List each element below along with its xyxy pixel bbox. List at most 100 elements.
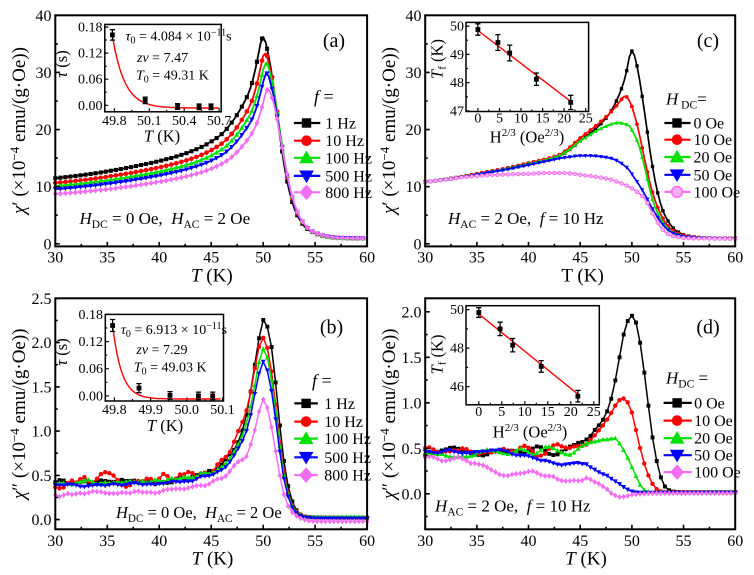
svg-text:500 Hz: 500 Hz: [324, 450, 371, 467]
svg-text:49.8: 49.8: [102, 114, 127, 129]
svg-text:T (K): T (K): [561, 266, 603, 287]
svg-text:zv = 7.47: zv = 7.47: [136, 51, 188, 66]
svg-text:40: 40: [406, 8, 422, 25]
svg-text:30: 30: [406, 65, 422, 82]
svg-text:10 Oe: 10 Oe: [694, 132, 733, 149]
svg-text:0.12: 0.12: [78, 47, 103, 62]
svg-text:60: 60: [727, 533, 743, 550]
svg-text:2.0: 2.0: [402, 304, 422, 321]
svg-text:30: 30: [36, 65, 52, 82]
svg-text:0.18: 0.18: [78, 21, 103, 36]
svg-text:T (K): T (K): [192, 549, 234, 570]
svg-text:50.0: 50.0: [175, 403, 200, 418]
svg-text:1.0: 1.0: [402, 395, 422, 412]
svg-text:55: 55: [307, 250, 323, 267]
svg-text:χ″ (×10−4 emu/(g·Oe)): χ″ (×10−4 emu/(g·Oe)): [7, 328, 30, 501]
svg-text:1 Hz: 1 Hz: [325, 116, 356, 133]
svg-text:20: 20: [36, 122, 52, 139]
svg-text:20 Oe: 20 Oe: [694, 431, 733, 448]
svg-text:f =: f =: [312, 370, 332, 390]
svg-text:45: 45: [203, 250, 219, 267]
svg-text:50.4: 50.4: [172, 114, 197, 129]
svg-text:1.5: 1.5: [402, 350, 422, 367]
svg-text:10: 10: [36, 179, 52, 196]
svg-text:800 Hz: 800 Hz: [324, 468, 371, 485]
svg-text:T (K): T (K): [144, 127, 180, 146]
svg-text:50: 50: [255, 250, 271, 267]
svg-text:15: 15: [536, 112, 550, 127]
svg-text:HDC =: HDC =: [665, 369, 708, 391]
svg-text:48: 48: [450, 342, 464, 357]
svg-text:30: 30: [47, 250, 63, 267]
svg-text:1.0: 1.0: [32, 424, 52, 441]
svg-text:2.0: 2.0: [32, 335, 52, 352]
svg-text:10: 10: [406, 179, 422, 196]
svg-text:35: 35: [99, 533, 115, 550]
svg-text:1.5: 1.5: [32, 379, 52, 396]
svg-text:30: 30: [417, 533, 433, 550]
svg-text:45: 45: [572, 533, 588, 550]
svg-text:T (K): T (K): [565, 549, 607, 570]
svg-text:60: 60: [727, 250, 743, 267]
svg-text:Tf (K): Tf (K): [428, 335, 449, 375]
svg-text:50.1: 50.1: [210, 403, 235, 418]
svg-text:20: 20: [406, 122, 422, 139]
svg-text:45: 45: [572, 250, 588, 267]
svg-text:1 Hz: 1 Hz: [324, 396, 355, 413]
svg-text:HAC = 2 Oe, f = 10 Hz: HAC = 2 Oe, f = 10 Hz: [434, 497, 591, 519]
svg-text:τ0 = 4.084 × 10−11s: τ0 = 4.084 × 10−11s: [126, 28, 232, 47]
svg-text:500 Hz: 500 Hz: [325, 168, 372, 185]
svg-text:0.18: 0.18: [79, 308, 104, 323]
svg-text:50: 50: [450, 303, 464, 318]
svg-text:5: 5: [498, 405, 505, 420]
svg-text:0.06: 0.06: [78, 73, 103, 88]
svg-text:50 Oe: 50 Oe: [694, 167, 733, 184]
svg-text:τ0 = 6.913 × 10−11s: τ0 = 6.913 × 10−11s: [121, 321, 227, 340]
svg-text:100 Oe: 100 Oe: [694, 184, 741, 201]
svg-text:10 Hz: 10 Hz: [324, 414, 363, 431]
svg-text:χ′ (×10−4 emu/(g·Oe)): χ′ (×10−4 emu/(g·Oe)): [7, 47, 30, 216]
svg-text:HAC = 2 Oe, f = 10 Hz: HAC = 2 Oe, f = 10 Hz: [447, 209, 604, 231]
svg-text:5: 5: [496, 112, 503, 127]
svg-text:35: 35: [99, 250, 115, 267]
svg-text:35: 35: [469, 250, 485, 267]
svg-text:T0 = 49.03 K: T0 = 49.03 K: [134, 361, 207, 378]
svg-text:10 Hz: 10 Hz: [325, 133, 364, 150]
svg-text:0 Oe: 0 Oe: [694, 395, 725, 412]
svg-text:48: 48: [450, 76, 464, 91]
svg-text:0.00: 0.00: [78, 99, 103, 114]
svg-text:0: 0: [414, 236, 422, 253]
svg-text:T0 = 49.31 K: T0 = 49.31 K: [136, 69, 209, 86]
svg-text:50.7: 50.7: [207, 114, 232, 129]
svg-text:τ (s): τ (s): [52, 50, 71, 77]
svg-text:2.5: 2.5: [32, 291, 52, 308]
svg-text:(c): (c): [697, 30, 719, 52]
svg-text:τ (s): τ (s): [52, 338, 71, 365]
svg-text:100 Hz: 100 Hz: [324, 431, 371, 448]
svg-text:(d): (d): [696, 317, 719, 339]
svg-text:HDC = 0 Oe, HAC = 2 Oe: HDC = 0 Oe, HAC = 2 Oe: [115, 503, 282, 525]
svg-text:20: 20: [564, 405, 578, 420]
svg-text:0.06: 0.06: [79, 362, 104, 377]
svg-text:45: 45: [203, 533, 219, 550]
svg-text:f =: f =: [314, 87, 334, 107]
svg-text:30: 30: [417, 250, 433, 267]
svg-text:0.5: 0.5: [32, 468, 52, 485]
svg-text:50: 50: [255, 533, 271, 550]
svg-text:47: 47: [450, 104, 464, 119]
svg-text:49: 49: [450, 48, 464, 63]
svg-text:zv = 7.29: zv = 7.29: [135, 343, 187, 358]
svg-text:T (K): T (K): [147, 416, 183, 435]
svg-text:(b): (b): [320, 317, 343, 339]
svg-text:40: 40: [521, 533, 537, 550]
svg-text:(a): (a): [323, 30, 345, 52]
svg-text:50.1: 50.1: [137, 114, 162, 129]
svg-text:40: 40: [521, 250, 537, 267]
svg-text:15: 15: [541, 405, 555, 420]
svg-text:50: 50: [624, 533, 640, 550]
svg-text:0 Oe: 0 Oe: [694, 116, 725, 133]
svg-text:χ′ (×10−4 emu/(g·Oe)): χ′ (×10−4 emu/(g·Oe)): [377, 47, 400, 216]
svg-text:0: 0: [44, 236, 52, 253]
svg-text:20 Oe: 20 Oe: [694, 150, 733, 167]
svg-text:0.12: 0.12: [79, 335, 104, 350]
